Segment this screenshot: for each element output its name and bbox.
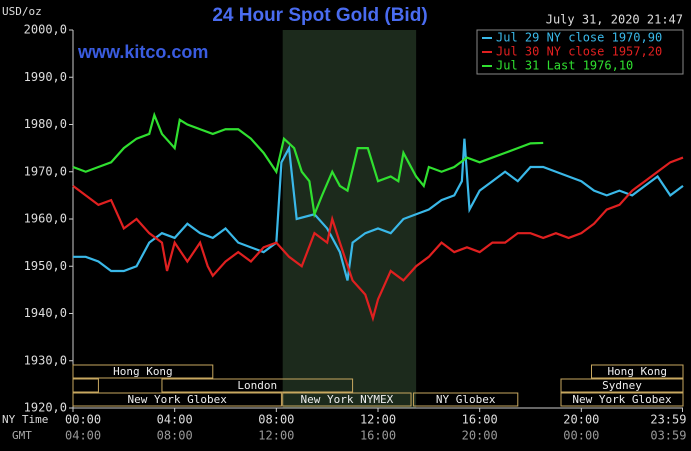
data-line [73,138,684,281]
session-box [282,392,412,407]
legend-box [476,29,684,75]
session-label: London [237,379,277,392]
x-tick-label-gmt: 03:59 [650,429,686,443]
x-tick-label-gmt: 20:00 [462,429,498,443]
x-row-label-gmt: GMT [12,429,32,442]
session-box [72,392,282,407]
y-tick-label: 2000,0 [24,23,67,37]
x-tick-label: 12:00 [360,413,396,427]
legend-label: Jul 31 Last 1976,10 [496,59,633,73]
legend-label: Jul 29 NY close 1970,90 [496,31,662,45]
x-tick-label: 08:00 [258,413,294,427]
x-tick-label: 16:00 [462,413,498,427]
session-label: Hong Kong [607,365,667,378]
y-axis-label: USD/oz [2,5,42,18]
y-tick-label: 1940,0 [24,306,67,320]
y-tick-label: 1990,0 [24,70,67,84]
session-box [560,392,684,407]
x-tick-label: 00:00 [65,413,101,427]
watermark: www.kitco.com [77,42,208,62]
x-row-label: NY Time [2,413,48,426]
y-tick-label: 1930,0 [24,353,67,367]
data-line [72,111,544,219]
session-box [560,378,684,393]
data-line [72,156,684,323]
session-box [72,364,214,379]
x-tick-label-gmt: 16:00 [360,429,396,443]
y-tick-label: 1920,0 [24,401,67,415]
x-tick-label-gmt: 00:00 [563,429,599,443]
session-box [413,392,519,407]
session-label: Sydney [602,379,642,392]
y-tick-label: 1960,0 [24,212,67,226]
chart-title: 24 Hour Spot Gold (Bid) [212,5,427,26]
x-tick-label-gmt: 04:00 [65,429,101,443]
x-tick-label-gmt: 12:00 [258,429,294,443]
y-tick-label: 1970,0 [24,164,67,178]
session-label: New York NYMEX [301,393,394,406]
session-label: Hong Kong [113,365,173,378]
date-label: July 31, 2020 21:47 [546,13,683,27]
session-label: NY Globex [436,393,496,406]
y-tick-label: 1950,0 [24,259,67,273]
y-tick-label: 1980,0 [24,117,67,131]
highlight-band [282,30,417,408]
session-box [72,378,99,393]
session-label: New York Globex [572,393,672,406]
session-box [591,364,684,379]
legend-label: Jul 30 NY close 1957,20 [496,45,662,59]
x-tick-label: 23:59 [650,413,686,427]
x-tick-label: 20:00 [563,413,599,427]
x-tick-label-gmt: 08:00 [157,429,193,443]
x-tick-label: 04:00 [157,413,193,427]
session-label: New York Globex [128,393,228,406]
session-box [161,378,354,393]
